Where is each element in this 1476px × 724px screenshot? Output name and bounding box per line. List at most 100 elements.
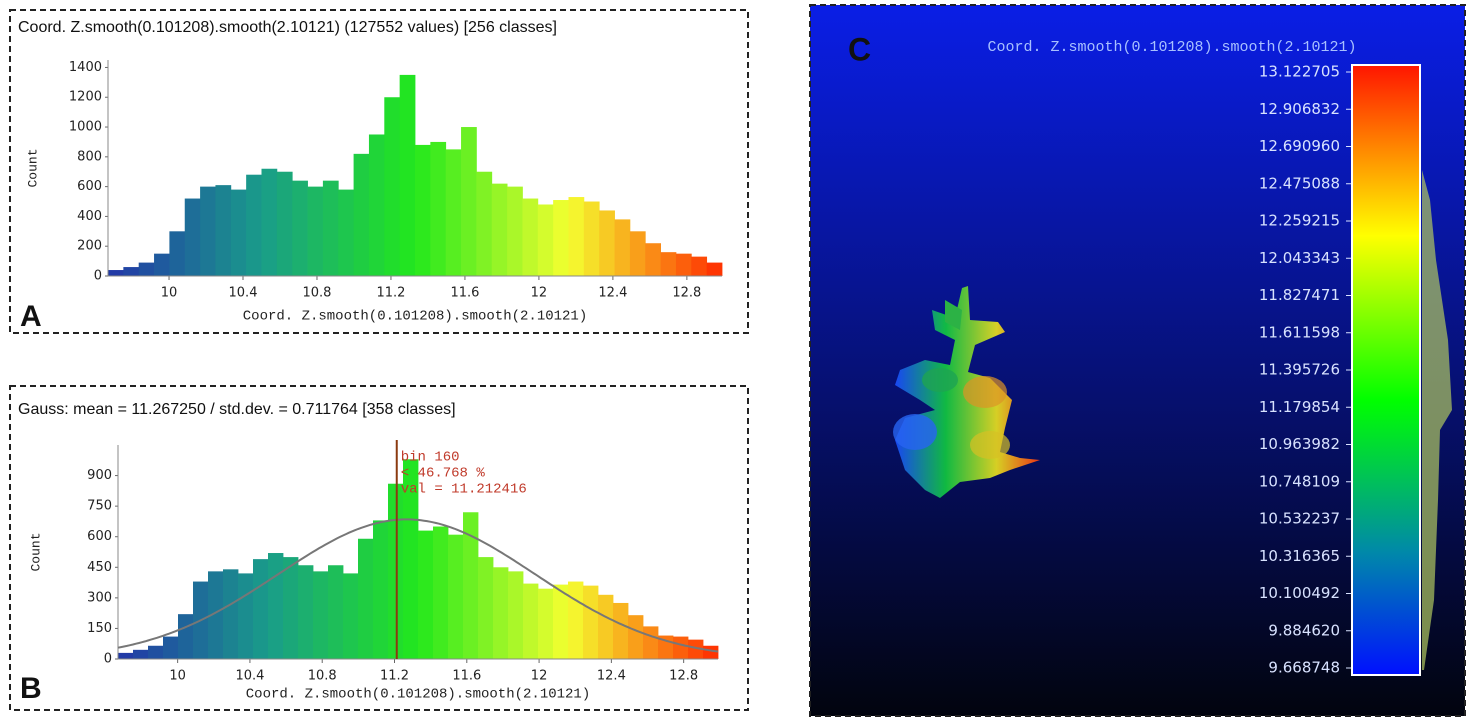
histogram-bar xyxy=(118,652,134,659)
panel-letter: C xyxy=(848,31,871,67)
histogram-bar xyxy=(691,256,708,276)
histogram-bar xyxy=(148,645,164,659)
histogram-bar xyxy=(223,569,239,659)
histogram-bar xyxy=(568,581,584,659)
cursor-label: bin 160 xyxy=(401,450,460,466)
histogram-bar xyxy=(538,588,554,659)
y-axis-label: Count xyxy=(28,532,43,571)
histogram-bar xyxy=(583,201,600,276)
x-tick-label: 12 xyxy=(531,669,548,684)
x-tick-label: 12.8 xyxy=(672,286,701,301)
scale-tick-label: 10.532237 xyxy=(1259,510,1340,528)
y-tick-label: 600 xyxy=(87,529,112,544)
scale-tick-label: 11.827471 xyxy=(1259,286,1340,304)
scale-tick-label: 12.475088 xyxy=(1259,174,1340,192)
point-cloud xyxy=(893,286,1040,498)
viewer-title: Coord. Z.smooth(0.101208).smooth(2.10121… xyxy=(987,39,1356,56)
histogram-bar xyxy=(418,530,434,659)
histogram-bar xyxy=(415,144,431,276)
histogram-bar xyxy=(433,526,449,659)
histogram-bar xyxy=(553,200,569,276)
histogram-bar xyxy=(643,626,659,659)
scale-tick-label: 10.963982 xyxy=(1259,435,1340,453)
histogram-bar xyxy=(476,171,493,276)
x-axis-label: Coord. Z.smooth(0.101208).smooth(2.10121… xyxy=(243,309,587,325)
histogram-bar xyxy=(478,557,494,659)
histogram-bar xyxy=(508,571,524,659)
histogram-bar xyxy=(445,149,462,276)
histogram-bar xyxy=(200,186,216,276)
histogram-bar xyxy=(208,571,224,659)
x-axis-label: Coord. Z.smooth(0.101208).smooth(2.10121… xyxy=(246,687,590,703)
x-tick-label: 12.8 xyxy=(669,669,698,684)
scale-histogram xyxy=(1422,170,1452,670)
scale-tick-label: 10.100492 xyxy=(1259,584,1340,602)
histogram-bar xyxy=(358,538,374,659)
y-tick-label: 450 xyxy=(87,560,112,575)
histogram-bar xyxy=(276,171,293,276)
histogram-bar xyxy=(328,565,344,659)
y-tick-label: 300 xyxy=(87,590,112,605)
chart-title: Gauss: mean = 11.267250 / std.dev. = 0.7… xyxy=(18,401,456,418)
x-tick-label: 12.4 xyxy=(597,669,626,684)
histogram-bar xyxy=(629,231,646,276)
histogram-bar xyxy=(537,204,554,276)
histogram-bar xyxy=(613,602,629,659)
histogram-bar xyxy=(491,183,508,276)
histogram-bar xyxy=(448,534,464,659)
histogram-bar xyxy=(645,243,661,276)
histogram-bar xyxy=(522,198,539,276)
y-tick-label: 400 xyxy=(77,209,102,224)
histogram-bar xyxy=(706,262,723,276)
x-tick-label: 12 xyxy=(531,286,548,301)
histogram-bar xyxy=(283,557,299,659)
histogram-bar xyxy=(583,585,599,659)
scale-tick-label: 11.395726 xyxy=(1259,361,1340,379)
y-tick-label: 900 xyxy=(87,468,112,483)
histogram-bar xyxy=(660,252,677,276)
histogram-bar xyxy=(507,186,523,276)
x-tick-label: 12.4 xyxy=(598,286,627,301)
y-tick-label: 600 xyxy=(77,179,102,194)
gauss-curve xyxy=(117,518,719,653)
histogram-bar xyxy=(388,483,404,659)
histogram-bar xyxy=(108,270,124,276)
scale-tick-label: 11.179854 xyxy=(1259,398,1340,416)
y-tick-label: 1000 xyxy=(69,120,102,135)
x-tick-label: 10.4 xyxy=(235,669,264,684)
x-tick-label: 10.8 xyxy=(303,286,332,301)
y-axis-label: Count xyxy=(25,148,40,187)
histogram-bar xyxy=(313,571,329,659)
histogram-bar xyxy=(268,553,284,659)
histogram-bar xyxy=(463,512,479,659)
histogram-bar xyxy=(553,584,569,659)
histogram-bar xyxy=(138,262,155,276)
scale-tick-label: 9.668748 xyxy=(1268,659,1340,677)
y-tick-label: 200 xyxy=(77,239,102,254)
histogram-bar xyxy=(614,219,631,276)
chart-title: Coord. Z.smooth(0.101208).smooth(2.10121… xyxy=(18,19,557,36)
scale-tick-label: 12.043343 xyxy=(1259,249,1340,267)
histogram-bar xyxy=(307,186,324,276)
histogram-bar xyxy=(133,649,149,659)
histogram-bar xyxy=(430,141,447,276)
scale-tick-label: 10.748109 xyxy=(1259,472,1340,490)
histogram-bar xyxy=(253,559,269,659)
histogram-bar xyxy=(703,645,719,659)
histogram-bar xyxy=(123,267,140,276)
x-tick-label: 11.6 xyxy=(450,286,479,301)
scale-tick-label: 13.122705 xyxy=(1259,63,1340,81)
y-tick-label: 0 xyxy=(104,652,112,667)
cursor-label: < 46.768 % xyxy=(401,466,486,482)
histogram-bar xyxy=(384,97,401,276)
y-tick-label: 0 xyxy=(94,269,102,284)
y-tick-label: 150 xyxy=(87,621,112,636)
panel-letter: A xyxy=(20,300,42,333)
histogram-bar xyxy=(292,180,308,276)
cursor-label: val = 11.212416 xyxy=(401,482,527,498)
histogram-bar xyxy=(399,74,416,277)
scale-tick-label: 11.611598 xyxy=(1259,323,1340,341)
histogram-bar xyxy=(568,197,585,276)
histogram-bar xyxy=(673,636,689,659)
